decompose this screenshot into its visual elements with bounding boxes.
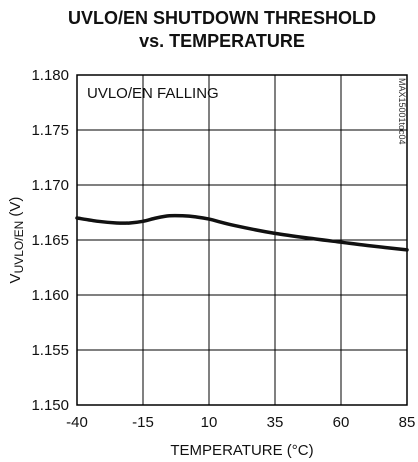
y-tick-label: 1.150: [31, 397, 69, 414]
x-tick-labels: -40 -15 10 35 60 85: [66, 414, 415, 431]
x-tick-label: 85: [399, 414, 416, 431]
y-tick-label: 1.180: [31, 67, 69, 84]
y-tick-labels: 1.150 1.155 1.160 1.165 1.170 1.175 1.180: [31, 67, 69, 414]
y-tick-label: 1.165: [31, 232, 69, 249]
plot-frame: [76, 74, 408, 406]
chart-title-line2: vs. TEMPERATURE: [139, 31, 305, 51]
y-axis-label-unit: (V): [7, 197, 24, 221]
x-axis-label: TEMPERATURE (°C): [170, 442, 313, 459]
y-axis-label-sub: UVLO/EN: [12, 221, 26, 274]
series: [75, 213, 409, 252]
y-axis-label-main: V: [7, 273, 24, 283]
grid: [77, 75, 407, 405]
y-tick-label: 1.175: [31, 122, 69, 139]
x-tick-label: -40: [66, 414, 88, 431]
annotation-uvlo-en-falling: UVLO/EN FALLING: [87, 85, 219, 102]
series-line-0: [75, 213, 409, 252]
x-tick-label: 10: [201, 414, 218, 431]
x-tick-label: 35: [267, 414, 284, 431]
chart-title-line1: UVLO/EN SHUTDOWN THRESHOLD: [68, 8, 376, 28]
y-tick-label: 1.170: [31, 177, 69, 194]
y-tick-label: 1.160: [31, 287, 69, 304]
watermark-id: MAX15001toc04: [397, 78, 407, 145]
x-tick-label: 60: [333, 414, 350, 431]
x-tick-label: -15: [132, 414, 154, 431]
y-axis-label: VUVLO/EN (V): [7, 197, 26, 284]
y-tick-label: 1.155: [31, 342, 69, 359]
